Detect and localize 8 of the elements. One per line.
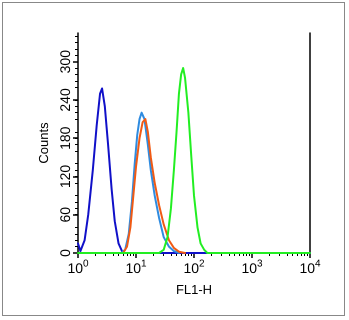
y-tick-label: 300 xyxy=(57,50,73,74)
x-axis-title: FL1-H xyxy=(176,282,212,297)
y-tick-label: 60 xyxy=(57,206,73,223)
y-tick-label: 0 xyxy=(57,248,73,257)
y-tick-label: 120 xyxy=(57,164,73,188)
y-axis-title: Counts xyxy=(36,122,52,164)
y-tick-label: 180 xyxy=(57,126,73,150)
y-tick-label: 240 xyxy=(57,88,73,112)
